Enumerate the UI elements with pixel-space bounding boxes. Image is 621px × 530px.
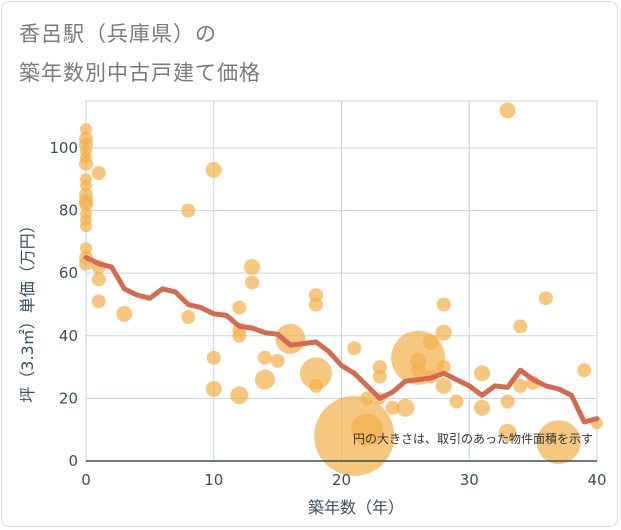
data-bubble [232, 328, 247, 343]
tick-labels: 0 10 20 30 40 0 20 40 60 80 100 [49, 139, 606, 489]
trend-line [83, 255, 600, 425]
data-bubble [351, 413, 384, 446]
data-bubble [360, 391, 375, 406]
data-bubble [232, 300, 247, 315]
data-bubble [254, 369, 275, 390]
data-bubble [347, 341, 362, 356]
data-bubble [435, 377, 452, 394]
data-bubble [116, 305, 133, 322]
data-bubble [230, 386, 249, 405]
data-bubble [536, 420, 581, 465]
data-bubble [244, 258, 261, 275]
data-bubble [308, 297, 323, 312]
data-bubble [80, 123, 92, 136]
data-bubble [435, 324, 452, 341]
data-bubble [449, 394, 464, 409]
data-bubble [205, 381, 222, 397]
data-bubble [372, 369, 387, 384]
data-bubble [79, 197, 93, 212]
data-bubble [80, 220, 92, 233]
bubbles [79, 102, 603, 476]
data-bubble [577, 363, 592, 378]
data-bubble [205, 161, 222, 178]
y-tick-label: 60 [59, 264, 78, 282]
y-axis-title: 坪（3.3㎡）単価（万円） [18, 217, 37, 402]
data-bubble [500, 394, 515, 409]
data-bubble [181, 203, 196, 218]
data-bubble [80, 179, 92, 192]
data-bubble [411, 363, 426, 378]
x-axis-title: 築年数（年） [308, 498, 404, 517]
y-tick-label: 0 [68, 452, 78, 470]
data-bubble [308, 378, 323, 393]
data-bubble [498, 423, 517, 442]
data-bubble [513, 319, 528, 334]
data-bubble [91, 294, 106, 309]
data-bubble [206, 350, 221, 365]
data-bubble [299, 357, 332, 390]
size-annotation: 円の大きさは、取引のあった物件面積を示す [353, 431, 593, 446]
data-bubble [538, 291, 553, 306]
x-tick-label: 30 [460, 471, 479, 489]
x-tick-label: 40 [587, 471, 606, 489]
chart-title-line-1: 香呂駅（兵庫県）の [19, 22, 217, 46]
data-bubble [396, 398, 415, 417]
data-bubble [91, 272, 106, 287]
data-bubble [245, 275, 260, 290]
data-bubble [436, 360, 451, 375]
y-tick-label: 40 [59, 327, 78, 345]
data-bubble [385, 400, 400, 415]
data-bubble [270, 353, 285, 368]
y-tick-label: 20 [59, 389, 78, 407]
data-bubble [436, 297, 451, 312]
x-tick-label: 10 [204, 471, 223, 489]
data-bubble [80, 242, 92, 255]
data-bubble [257, 350, 272, 365]
data-bubble [499, 102, 516, 119]
x-tick-label: 20 [332, 471, 351, 489]
y-tick-label: 100 [49, 139, 78, 157]
data-bubble [181, 310, 196, 324]
data-bubble [513, 378, 528, 393]
data-bubble [474, 365, 491, 382]
data-bubble [91, 166, 106, 180]
data-bubble [474, 399, 491, 416]
y-tick-label: 80 [59, 202, 78, 220]
data-bubble [422, 334, 439, 351]
chart-title-line-2: 築年数別中古戸建て価格 [19, 61, 261, 85]
x-tick-label: 0 [81, 471, 91, 489]
trend-line-group [83, 255, 600, 425]
data-bubble [79, 156, 93, 171]
